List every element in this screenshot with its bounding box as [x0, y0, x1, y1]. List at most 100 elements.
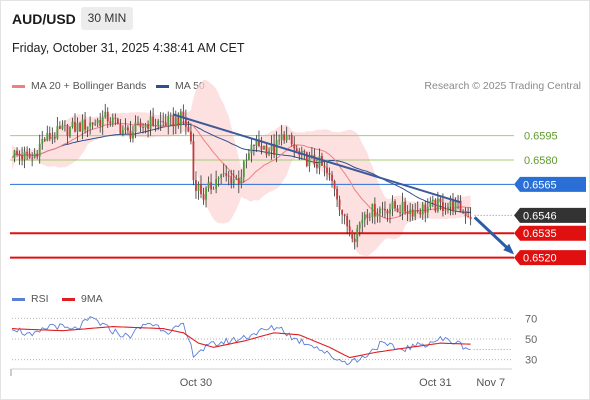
candle-body [225, 173, 228, 176]
interval-badge[interactable]: 30 MIN [81, 7, 133, 30]
candle-body [152, 116, 155, 126]
candle-body [127, 127, 129, 131]
candle-body [333, 180, 336, 189]
candle-body [260, 146, 263, 150]
rsi-series-9ma [11, 326, 471, 359]
candle-body [343, 214, 346, 217]
candle-body [116, 118, 119, 124]
candle-body [280, 134, 283, 140]
candle-body [258, 139, 260, 147]
candle-body [134, 122, 137, 133]
candle-body [53, 136, 56, 139]
rsi-label: RSI [31, 293, 49, 305]
candle-body [31, 157, 34, 159]
candle-body [79, 122, 81, 132]
candle-body [215, 179, 218, 189]
candle-body [371, 203, 374, 218]
candle-body [419, 211, 422, 215]
level-label-0.6535: 0.6535 [523, 228, 557, 240]
candle-body [104, 111, 107, 118]
candle-body [169, 115, 172, 117]
candle-body [230, 176, 233, 184]
candle-body [253, 144, 255, 146]
candle-body [358, 223, 361, 229]
candle-body [444, 210, 447, 212]
ma50-swatch [156, 84, 169, 88]
candle-body [58, 126, 61, 129]
time-tick-nov-7: Nov 7 [476, 377, 505, 389]
rsi-tick-50: 50 [525, 334, 537, 346]
candle-body [351, 231, 354, 239]
candle-body [202, 194, 205, 200]
rsi-swatch [12, 297, 25, 301]
candle-body [454, 200, 457, 212]
candle-body [101, 117, 104, 126]
time-tick-oct-31: Oct 31 [419, 377, 451, 389]
candle-body [99, 119, 102, 126]
candle-body [207, 182, 210, 188]
candle-body [18, 153, 21, 157]
ma9-swatch [62, 297, 75, 301]
candle-body [431, 199, 434, 202]
candle-body [404, 201, 407, 212]
candle-body [192, 141, 195, 181]
candle-body [353, 238, 356, 242]
candle-body [56, 126, 59, 139]
candle-body [61, 125, 64, 129]
candle-body [232, 179, 235, 184]
candle-body [149, 116, 152, 129]
candle-body [227, 175, 230, 177]
candle-body [195, 180, 197, 191]
candle-body [187, 126, 190, 132]
candle-body [242, 161, 245, 177]
candle-body [310, 154, 313, 156]
candle-body [121, 129, 124, 135]
candle-body [26, 151, 29, 154]
candle-body [308, 155, 311, 167]
candle-body [167, 116, 170, 126]
candle-body [449, 201, 452, 207]
candle-body [159, 120, 162, 122]
candle-body [255, 139, 258, 146]
candle-body [318, 155, 321, 168]
candle-body [86, 126, 89, 130]
projection-arrow [473, 216, 513, 254]
candle-body [366, 214, 369, 218]
candle-body [323, 165, 326, 168]
candle-body [467, 216, 470, 217]
ma9-label: 9MA [81, 293, 103, 305]
candle-body [273, 143, 275, 155]
candle-body [368, 217, 371, 218]
candle-body [411, 209, 414, 217]
candle-body [245, 159, 248, 162]
candle-body [316, 164, 318, 168]
candle-body [184, 117, 187, 127]
candle-body [447, 206, 449, 211]
candle-body [313, 154, 316, 165]
projection-arrow-head [503, 243, 515, 255]
candle-body [237, 177, 240, 185]
rsi-series-rsi [11, 316, 471, 366]
candle-body [278, 139, 281, 141]
candle-body [109, 121, 112, 124]
candle-body [182, 111, 185, 118]
candle-body [147, 124, 149, 129]
candle-body [379, 208, 381, 214]
candle-body [132, 132, 134, 139]
candle-body [84, 119, 86, 130]
candle-body [114, 117, 117, 119]
candle-body [154, 124, 157, 126]
candle-body [13, 150, 16, 159]
candle-body [424, 204, 427, 213]
candle-body [293, 144, 296, 149]
candle-body [164, 122, 167, 126]
candle-body [416, 210, 419, 212]
candle-body [363, 214, 366, 220]
candle-body [303, 150, 306, 153]
candle-body [240, 176, 243, 185]
candle-body [381, 208, 384, 210]
datetime-label: Friday, October 31, 2025 4:38:41 AM CET [12, 41, 245, 55]
ma20-label: MA 20 + Bollinger Bands [31, 80, 147, 92]
candle-body [179, 111, 182, 126]
candle-body [139, 122, 142, 128]
